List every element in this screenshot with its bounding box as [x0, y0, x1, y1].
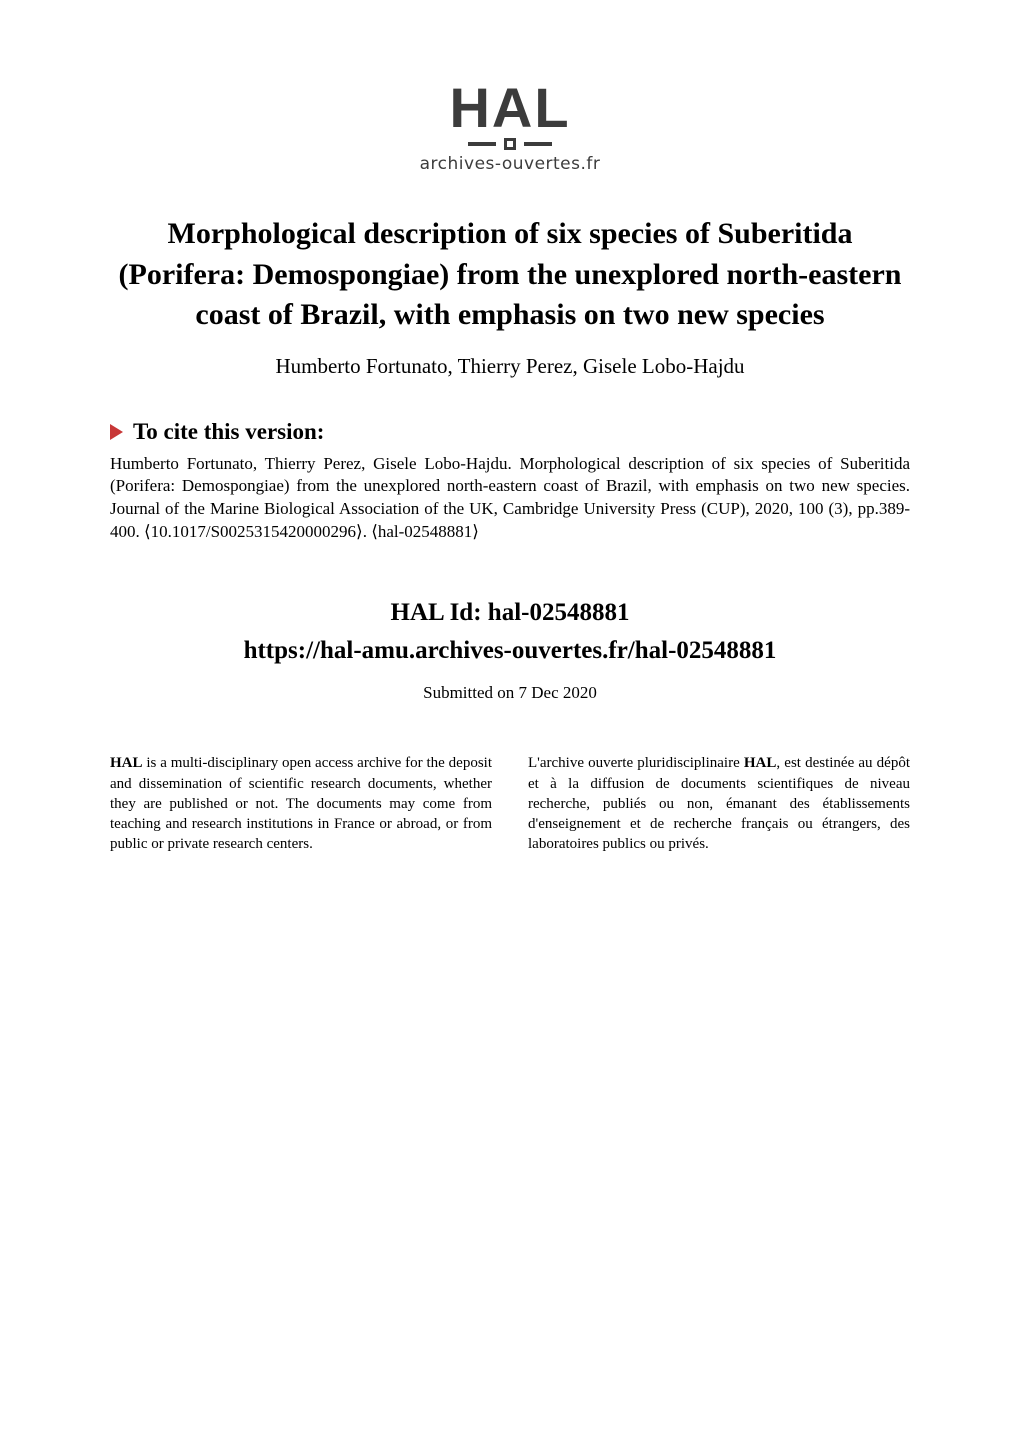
hal-id: HAL Id: hal-02548881	[110, 594, 910, 632]
footer-col-right: L'archive ouverte pluridisciplinaire HAL…	[528, 753, 910, 854]
hal-logo-underline	[468, 138, 552, 150]
citation-text: Humberto Fortunato, Thierry Perez, Gisel…	[110, 453, 910, 545]
author-list: Humberto Fortunato, Thierry Perez, Gisel…	[110, 354, 910, 379]
footer-col-left: HAL is a multi-disciplinary open access …	[110, 753, 492, 854]
footer-right-bold: HAL	[744, 755, 777, 771]
cite-heading-row: To cite this version:	[110, 419, 910, 445]
hal-url: https://hal-amu.archives-ouvertes.fr/hal…	[110, 632, 910, 670]
cite-heading: To cite this version:	[133, 419, 324, 445]
submitted-date: Submitted on 7 Dec 2020	[110, 683, 910, 703]
dash-icon	[524, 142, 552, 146]
footer-right-pre: L'archive ouverte pluridisciplinaire	[528, 755, 744, 771]
footer-left-bold: HAL	[110, 755, 143, 771]
hal-id-block: HAL Id: hal-02548881 https://hal-amu.arc…	[110, 594, 910, 669]
box-icon	[504, 138, 516, 150]
page: HAL archives-ouvertes.fr Morphological d…	[0, 0, 1020, 1442]
footer-columns: HAL is a multi-disciplinary open access …	[110, 753, 910, 854]
hal-logo-block: HAL archives-ouvertes.fr	[110, 80, 910, 174]
paper-title: Morphological description of six species…	[110, 214, 910, 336]
dash-icon	[468, 142, 496, 146]
hal-logo-subtitle: archives-ouvertes.fr	[420, 154, 601, 174]
triangle-bullet-icon	[110, 424, 123, 440]
hal-logo-text: HAL	[449, 80, 570, 136]
hal-logo: HAL archives-ouvertes.fr	[420, 80, 601, 174]
footer-left-text: is a multi-disciplinary open access arch…	[110, 755, 492, 852]
